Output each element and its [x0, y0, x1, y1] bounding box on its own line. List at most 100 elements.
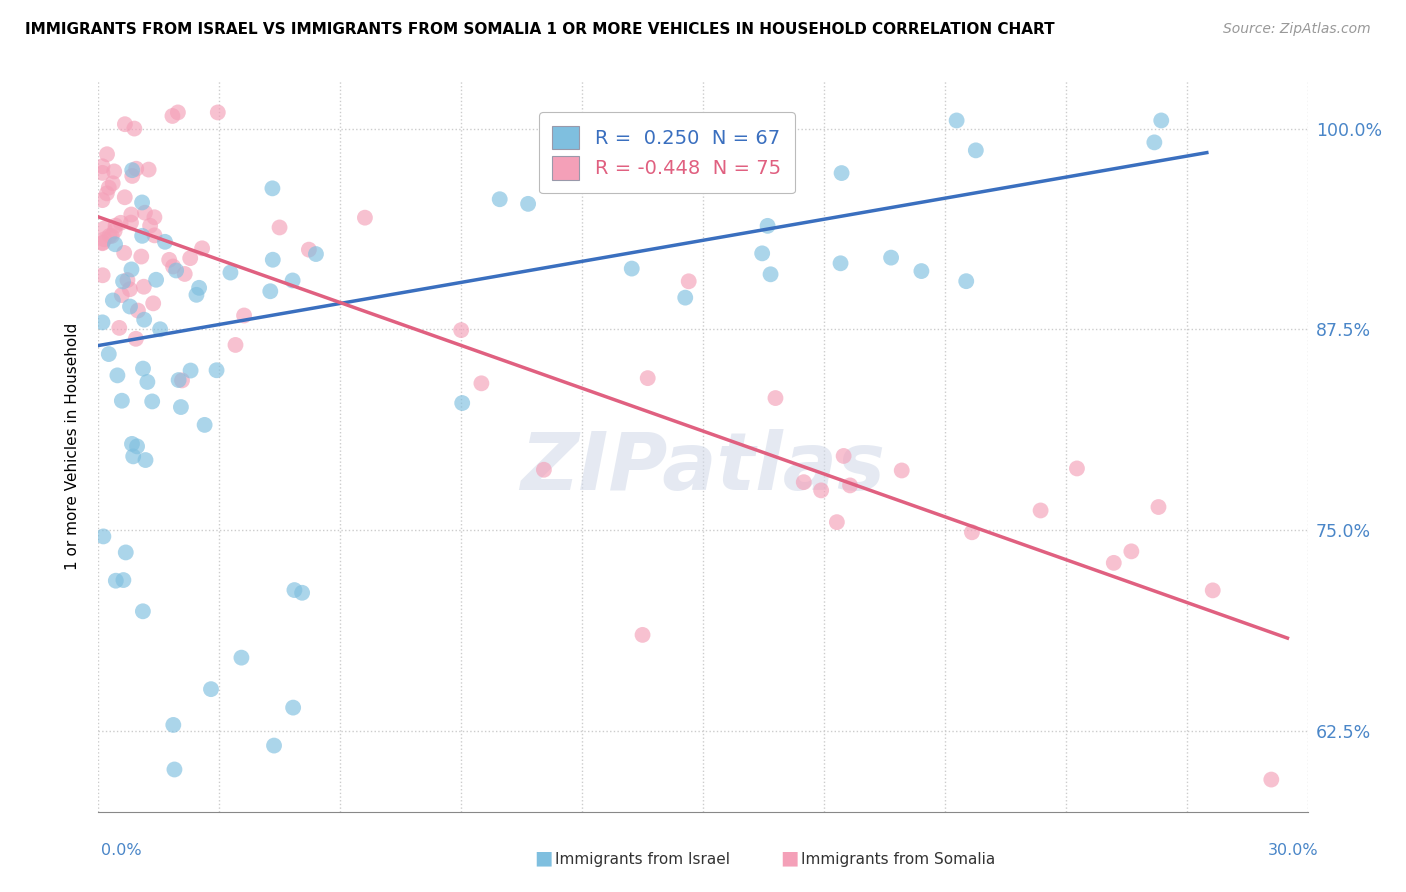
Text: ■: ■ [534, 848, 553, 867]
Point [910, 264, 932, 278]
Point [112, 246, 135, 260]
Point [129, 250, 152, 264]
Point [110, 216, 132, 230]
Point [132, 279, 155, 293]
Point [955, 274, 977, 288]
Text: ■: ■ [780, 848, 799, 867]
Point [1102, 556, 1125, 570]
Point [118, 300, 141, 314]
Point [91, 193, 114, 207]
Point [142, 296, 165, 310]
Point [830, 256, 852, 270]
Point [281, 700, 304, 714]
Point [1202, 583, 1225, 598]
Point [756, 219, 779, 233]
Point [165, 263, 187, 277]
Point [283, 583, 305, 598]
Point [104, 574, 127, 588]
Point [305, 247, 328, 261]
Point [101, 293, 124, 308]
Point [281, 273, 304, 287]
Point [112, 573, 135, 587]
Point [207, 105, 229, 120]
Point [96, 147, 118, 161]
Point [219, 266, 242, 280]
Point [1147, 500, 1170, 514]
Point [114, 545, 136, 559]
Point [167, 373, 190, 387]
Point [188, 281, 211, 295]
Point [107, 368, 129, 383]
Point [451, 396, 474, 410]
Point [751, 246, 773, 260]
Point [259, 285, 281, 299]
Point [1029, 503, 1052, 517]
Text: IMMIGRANTS FROM ISRAEL VS IMMIGRANTS FROM SOMALIA 1 OR MORE VEHICLES IN HOUSEHOL: IMMIGRANTS FROM ISRAEL VS IMMIGRANTS FRO… [25, 22, 1054, 37]
Point [125, 161, 148, 176]
Point [100, 229, 122, 244]
Point [93, 529, 115, 543]
Text: ZIPatlas: ZIPatlas [520, 429, 886, 507]
Point [145, 273, 167, 287]
Point [832, 449, 855, 463]
Point [291, 586, 314, 600]
Point [121, 163, 143, 178]
Point [180, 363, 202, 377]
Point [91, 315, 114, 329]
Point [91, 236, 114, 251]
Point [91, 268, 114, 283]
Point [112, 275, 135, 289]
Point [890, 463, 912, 477]
Point [167, 105, 190, 120]
Point [143, 211, 166, 225]
Text: 30.0%: 30.0% [1268, 843, 1319, 858]
Point [194, 417, 217, 432]
Point [93, 221, 115, 235]
Point [104, 237, 127, 252]
Point [121, 169, 143, 183]
Point [162, 109, 184, 123]
Point [91, 159, 114, 173]
Point [173, 267, 195, 281]
Point [117, 273, 139, 287]
Point [121, 437, 143, 451]
Point [96, 186, 118, 201]
Point [162, 718, 184, 732]
Point [200, 682, 222, 697]
Point [163, 763, 186, 777]
Point [637, 371, 659, 385]
Point [132, 361, 155, 376]
Point [262, 252, 284, 267]
Point [450, 323, 472, 337]
Point [945, 113, 967, 128]
Point [101, 176, 124, 190]
Point [91, 235, 114, 250]
Point [224, 338, 246, 352]
Point [141, 394, 163, 409]
Point [533, 463, 555, 477]
Point [143, 228, 166, 243]
Point [263, 739, 285, 753]
Point [880, 251, 903, 265]
Point [810, 483, 832, 498]
Point [121, 262, 143, 277]
Point [104, 224, 127, 238]
Point [1150, 113, 1173, 128]
Point [134, 453, 156, 467]
Text: 0.0%: 0.0% [101, 843, 142, 858]
Point [120, 207, 142, 221]
Point [120, 216, 142, 230]
Point [793, 475, 815, 490]
Point [104, 219, 127, 233]
Text: Source: ZipAtlas.com: Source: ZipAtlas.com [1223, 22, 1371, 37]
Y-axis label: 1 or more Vehicles in Household: 1 or more Vehicles in Household [65, 322, 80, 570]
Point [132, 604, 155, 618]
Point [93, 232, 115, 246]
Point [470, 376, 492, 391]
Point [108, 321, 131, 335]
Point [125, 332, 148, 346]
Point [186, 288, 208, 302]
Point [191, 241, 214, 255]
Point [111, 393, 134, 408]
Point [131, 195, 153, 210]
